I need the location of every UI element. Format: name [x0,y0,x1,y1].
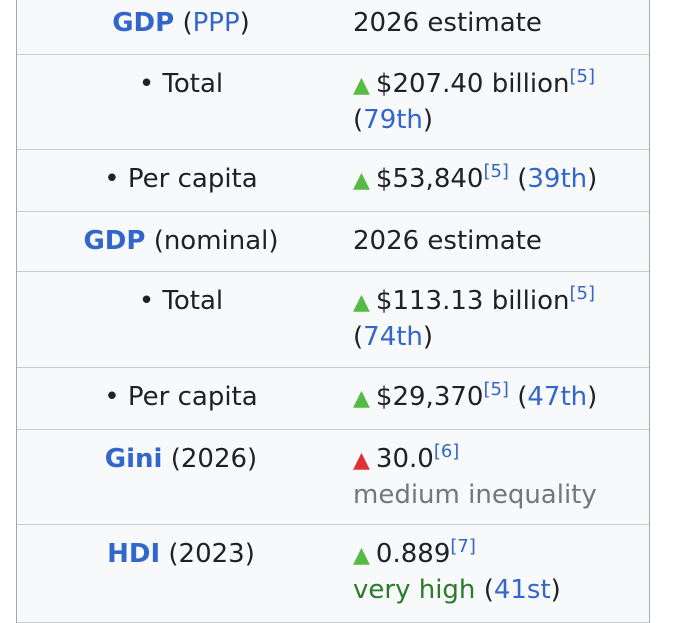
row-label: • Per capita [104,164,258,194]
gdp-link[interactable]: GDP [112,8,175,38]
row-label: Gini (2026) [104,444,258,474]
row-gdp-nominal-total: • Total ▲ $113.13 billion[5] (74th) [17,272,649,368]
hdi-note: very high [353,575,476,605]
reference-link[interactable]: [5] [569,66,596,87]
infobox-economy: GDP (PPP) 2026 estimate • Total ▲ $207.40… [16,0,650,623]
row-label: • Total [138,69,224,99]
inequality-note: medium inequality [353,480,597,510]
reference-link[interactable]: [5] [483,379,509,400]
reference-link[interactable]: [5] [569,283,596,304]
reference-link[interactable]: [6] [433,441,460,462]
triangle-up-red-icon: ▲ [353,448,370,473]
value-amount: $207.40 billion [375,69,570,99]
triangle-up-icon: ▲ [353,543,370,568]
gini-link[interactable]: Gini [104,444,163,474]
value-amount: $29,370 [375,382,484,412]
rank-link[interactable]: 41st [493,575,551,605]
row-gdp-nominal: GDP (nominal) 2026 estimate [17,212,649,272]
row-label: • Per capita [104,382,258,412]
value-amount: $113.13 billion [375,286,570,316]
row-label: GDP (nominal) [83,226,279,256]
gdp-link[interactable]: GDP [83,226,146,256]
row-value: 2026 estimate [353,8,542,38]
row-label: GDP (PPP) [112,8,250,38]
row-gdp-ppp: GDP (PPP) 2026 estimate [17,0,649,55]
rank-link[interactable]: 39th [527,164,588,194]
reference-link[interactable]: [7] [450,536,476,557]
row-label: HDI (2023) [107,539,255,569]
value-amount: 30.0 [375,444,434,474]
row-hdi: HDI (2023) ▲ 0.889[7] very high (41st) [17,525,649,623]
triangle-up-icon: ▲ [353,73,370,98]
triangle-up-icon: ▲ [353,386,370,411]
reference-link[interactable]: [5] [483,161,509,182]
row-gdp-ppp-per-capita: • Per capita ▲ $53,840[5] (39th) [17,150,649,212]
triangle-up-icon: ▲ [353,290,370,315]
rank-link[interactable]: 79th [363,105,423,135]
value-amount: $53,840 [375,164,484,194]
row-gdp-ppp-total: • Total ▲ $207.40 billion[5] (79th) [17,55,649,150]
hdi-link[interactable]: HDI [107,539,161,569]
row-gdp-nominal-per-capita: • Per capita ▲ $29,370[5] (47th) [17,368,649,430]
row-value: 2026 estimate [353,226,542,256]
rank-link[interactable]: 47th [527,382,588,412]
rank-link[interactable]: 74th [363,322,423,352]
row-gini: Gini (2026) ▲ 30.0[6] medium inequality [17,430,649,525]
row-label: • Total [138,286,224,316]
value-amount: 0.889 [375,539,451,569]
triangle-up-icon: ▲ [353,168,370,193]
ppp-link[interactable]: PPP [192,8,240,38]
